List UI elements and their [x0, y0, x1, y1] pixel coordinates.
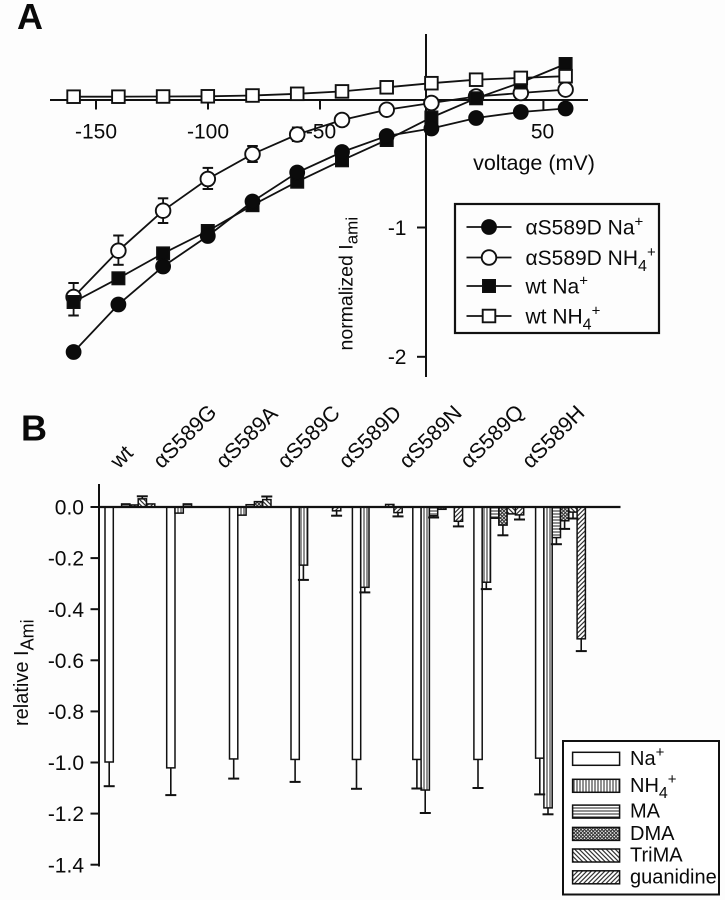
svg-text:guanidine: guanidine: [630, 866, 717, 888]
svg-text:-0.6: -0.6: [48, 650, 84, 673]
svg-text:-2: -2: [388, 346, 407, 369]
svg-text:MA: MA: [630, 801, 661, 823]
svg-text:-1.0: -1.0: [48, 752, 84, 775]
svg-text:-0.4: -0.4: [48, 599, 85, 622]
svg-text:-150: -150: [75, 121, 117, 144]
svg-text:αS589D Na+: αS589D Na+: [526, 214, 644, 240]
svg-text:50: 50: [531, 121, 554, 144]
svg-text:B: B: [21, 408, 47, 449]
svg-text:-0.8: -0.8: [48, 701, 84, 724]
svg-text:-100: -100: [187, 121, 229, 144]
svg-text:-0.2: -0.2: [48, 548, 84, 571]
svg-text:αS589D NH4+: αS589D NH4+: [526, 244, 656, 275]
svg-text:DMA: DMA: [630, 823, 675, 845]
svg-text:-1: -1: [388, 217, 407, 240]
svg-text:0.0: 0.0: [55, 497, 84, 520]
svg-text:-1.2: -1.2: [48, 803, 84, 826]
svg-text:wt Na+: wt Na+: [525, 273, 589, 299]
svg-text:-1.4: -1.4: [48, 854, 85, 877]
svg-text:voltage (mV): voltage (mV): [473, 151, 595, 175]
svg-text:A: A: [17, 0, 43, 37]
svg-text:-50: -50: [306, 121, 336, 144]
svg-text:TriMA: TriMA: [630, 845, 683, 867]
